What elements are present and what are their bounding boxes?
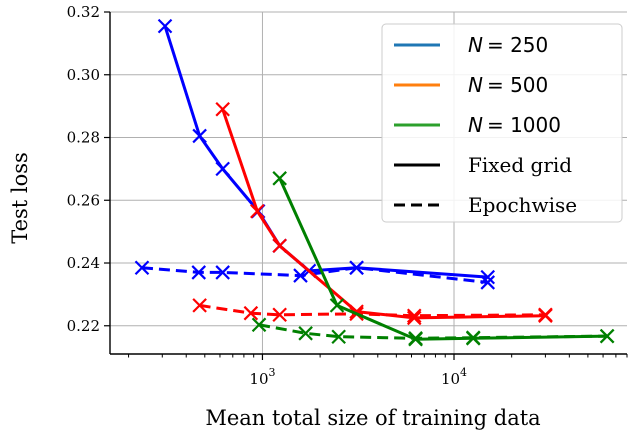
series-line xyxy=(141,266,488,284)
x-tick-label: 104 xyxy=(441,366,467,388)
marker-stroke xyxy=(272,307,287,323)
data-point-marker xyxy=(192,128,207,144)
data-point-marker xyxy=(272,307,287,323)
legend-label: N = 250 xyxy=(468,33,548,57)
x-tick-label: 103 xyxy=(249,366,275,388)
marker-stroke xyxy=(215,265,230,280)
marker-stroke xyxy=(480,275,496,290)
data-point-marker xyxy=(251,317,267,333)
legend-label: N = 500 xyxy=(468,73,548,97)
data-point-marker xyxy=(250,203,265,219)
data-point-marker xyxy=(480,275,496,290)
legend-label: N = 1000 xyxy=(468,113,561,137)
marker-stroke xyxy=(406,308,422,323)
marker-stroke xyxy=(192,298,207,313)
axes: 0.22 0.24 0.26 0.28 0.30 0.32 103 104 xyxy=(67,3,628,388)
data-point-marker xyxy=(272,238,287,254)
data-point-marker xyxy=(293,268,308,283)
marker-stroke xyxy=(272,171,287,186)
data-point-marker xyxy=(192,298,207,313)
marker-stroke xyxy=(408,331,423,346)
marker-stroke xyxy=(215,101,230,117)
marker-stroke xyxy=(191,265,207,280)
data-point-marker xyxy=(538,307,553,323)
marker-stroke xyxy=(538,307,553,323)
data-point-marker xyxy=(215,161,230,177)
y-tick-label: 0.28 xyxy=(67,129,100,147)
series-line xyxy=(221,107,547,320)
y-tick-label: 0.24 xyxy=(67,254,100,272)
marker-stroke xyxy=(349,304,364,319)
series-line xyxy=(199,303,546,318)
legend-label: Epochwise xyxy=(468,193,577,217)
series-line xyxy=(258,323,608,340)
marker-stroke xyxy=(293,268,308,283)
marker-stroke xyxy=(243,305,259,321)
marker-stroke xyxy=(251,317,267,333)
legend: N = 250 N = 500 N = 1000 Fixed grid Epochwise xyxy=(381,23,623,223)
legend-label: Fixed grid xyxy=(468,153,572,177)
data-series xyxy=(134,18,615,347)
data-point-marker xyxy=(272,171,287,186)
data-point-marker xyxy=(191,265,207,280)
legend-box xyxy=(381,23,623,223)
marker-stroke xyxy=(298,326,313,341)
data-point-marker xyxy=(465,330,481,345)
data-point-marker xyxy=(331,329,346,345)
marker-stroke xyxy=(192,128,207,144)
data-point-marker xyxy=(215,265,230,280)
data-point-marker xyxy=(406,310,422,326)
marker-stroke xyxy=(157,18,173,34)
y-tick-label: 0.30 xyxy=(67,66,100,84)
data-point-marker xyxy=(599,328,615,344)
marker-stroke xyxy=(215,161,230,177)
data-point-marker xyxy=(215,101,230,117)
data-point-marker xyxy=(134,260,150,275)
data-point-marker xyxy=(157,18,173,34)
x-axis-title: Mean total size of training data xyxy=(205,406,540,430)
data-point-marker xyxy=(243,305,259,321)
marker-stroke xyxy=(329,298,345,313)
marker-stroke xyxy=(406,310,422,326)
marker-stroke xyxy=(349,260,364,275)
data-point-marker xyxy=(408,331,423,346)
marker-stroke xyxy=(250,203,265,219)
grid-lines xyxy=(110,11,627,354)
y-tick-label: 0.26 xyxy=(67,191,100,209)
data-point-marker xyxy=(329,298,345,313)
y-tick-label: 0.22 xyxy=(67,317,100,335)
marker-stroke xyxy=(134,260,150,275)
marker-stroke xyxy=(272,238,287,254)
y-axis-title: Test loss xyxy=(8,152,32,244)
y-tick-label: 0.32 xyxy=(67,3,100,21)
marker-stroke xyxy=(465,330,481,345)
data-point-marker xyxy=(406,308,422,323)
data-point-marker xyxy=(298,326,313,341)
data-point-marker xyxy=(349,260,364,275)
marker-stroke xyxy=(331,329,346,345)
marker-stroke xyxy=(599,328,615,344)
